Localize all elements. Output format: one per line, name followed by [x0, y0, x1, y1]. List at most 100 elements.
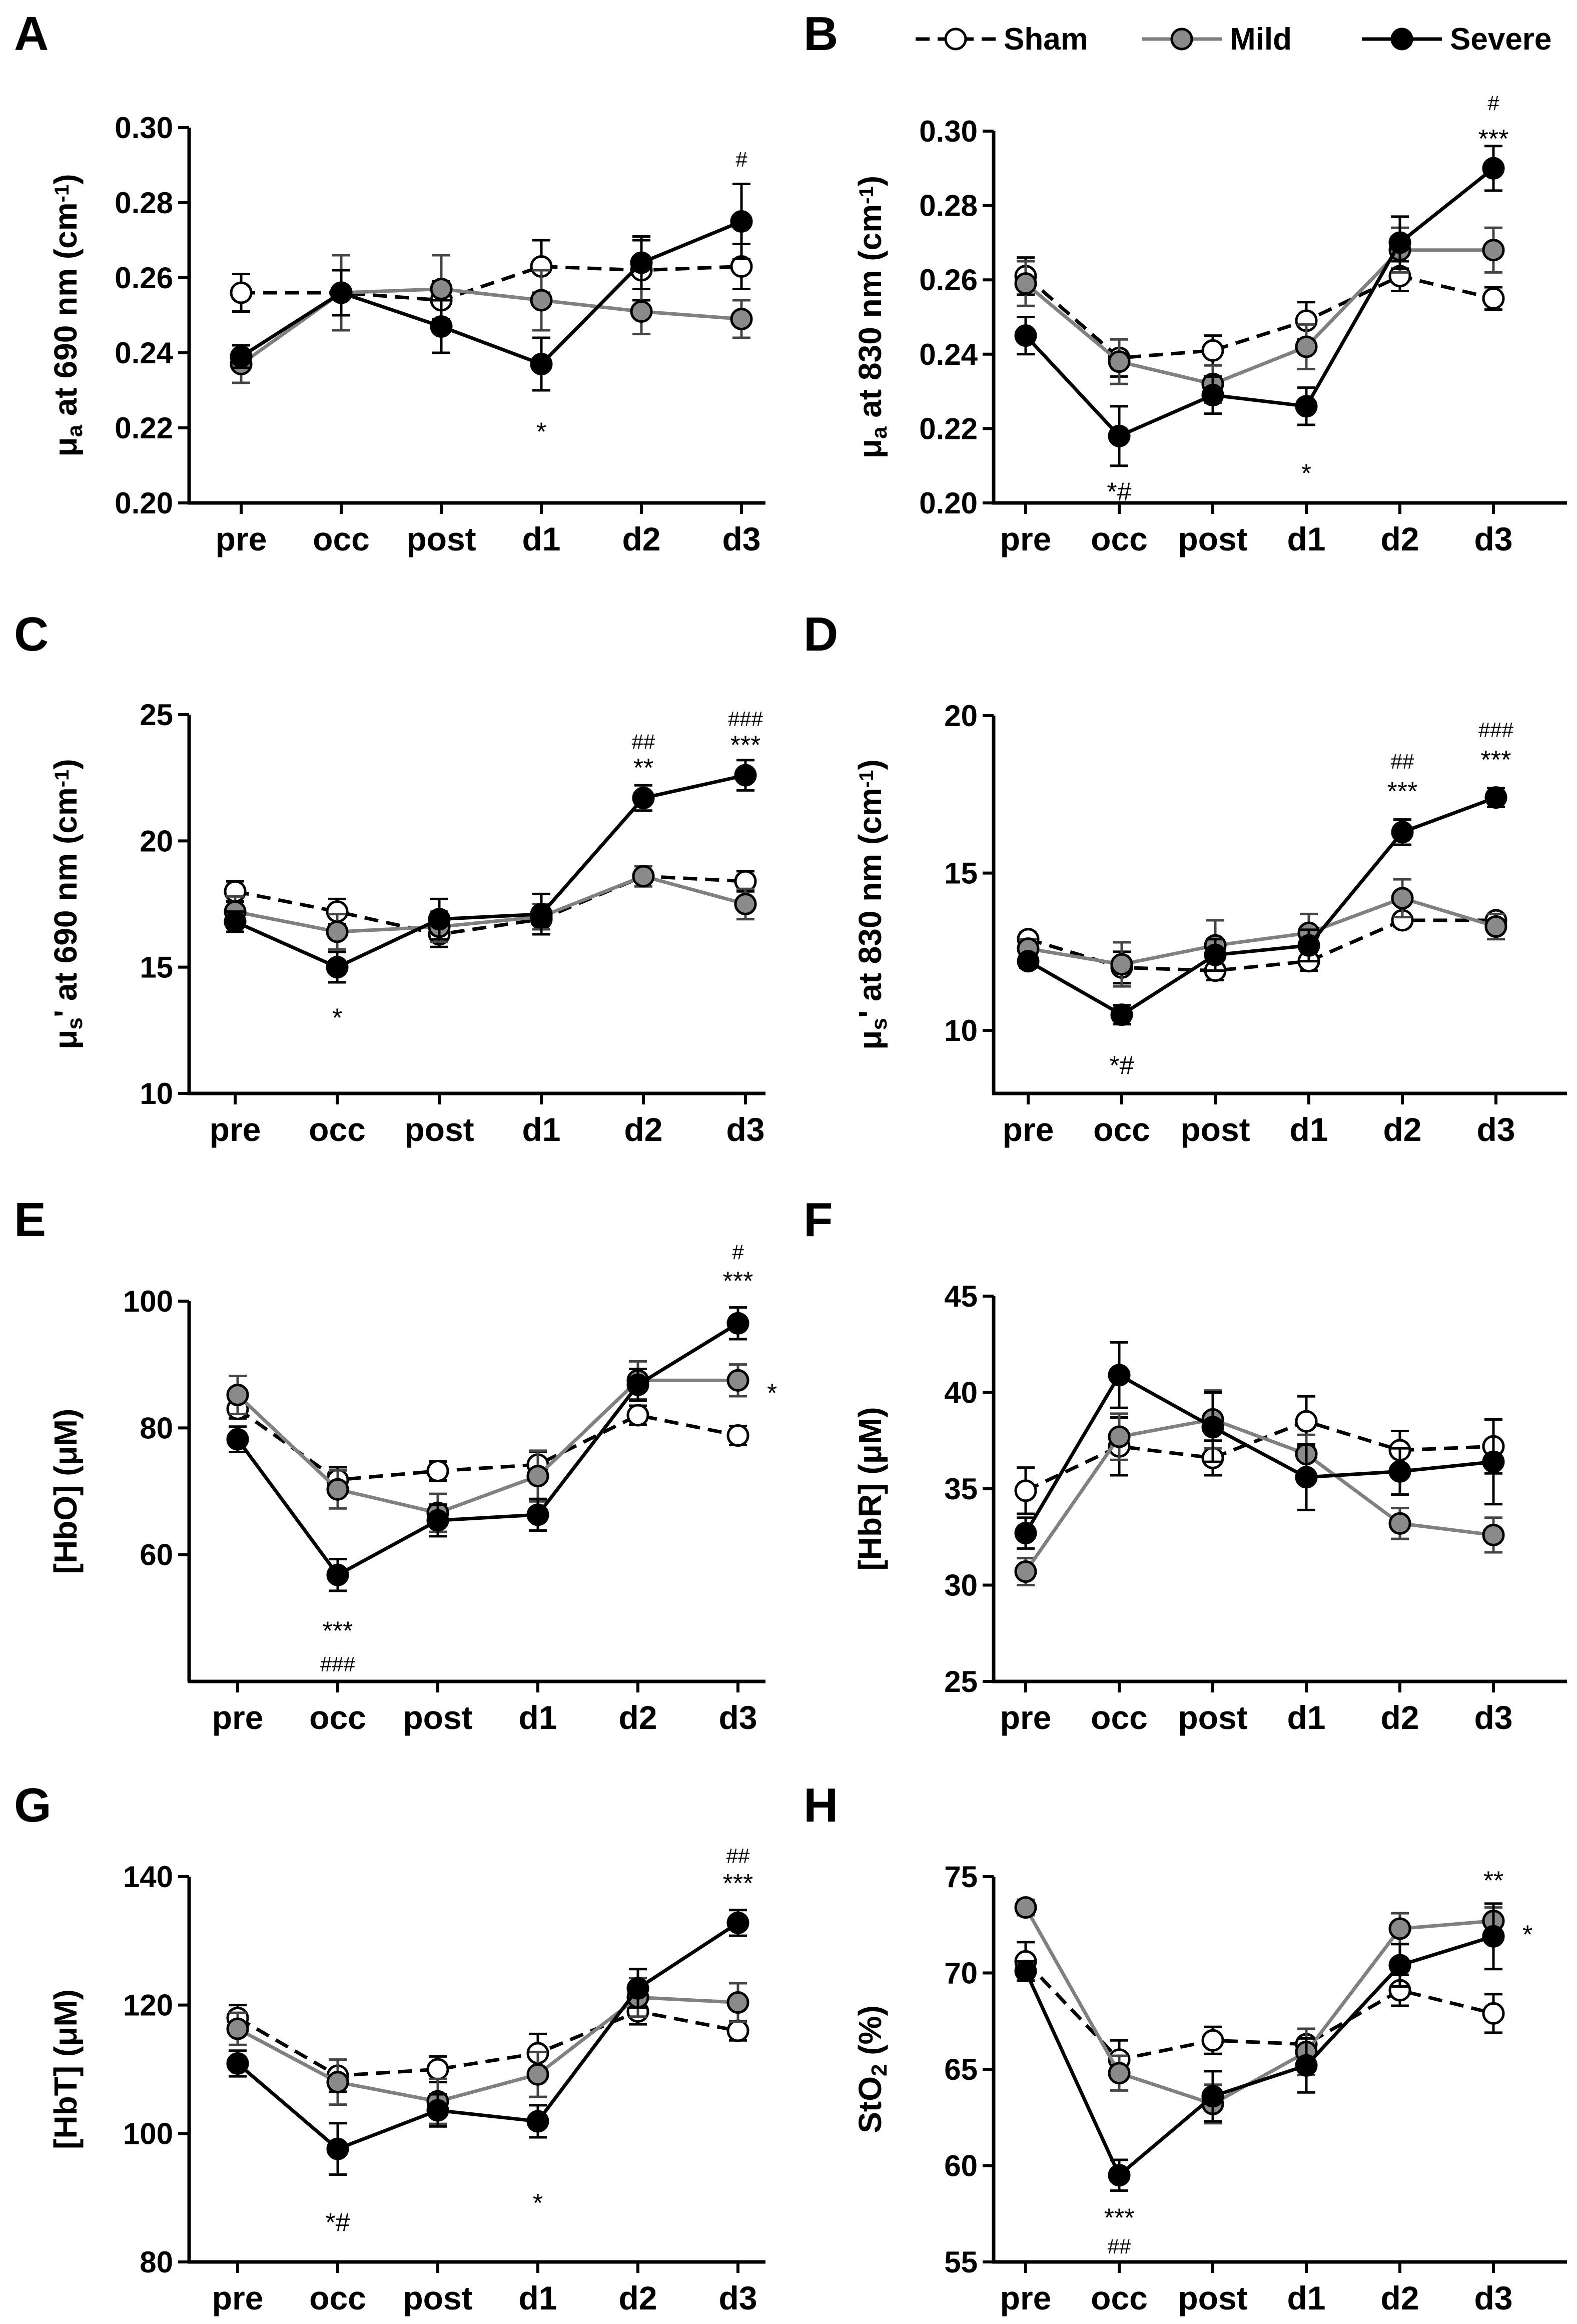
data-point-severe: [1201, 2085, 1224, 2108]
data-point-severe: [226, 1428, 249, 1451]
data-point-severe: [632, 787, 655, 810]
series-line-sham: [236, 1407, 738, 1482]
significance-label-e: ###: [320, 1652, 356, 1676]
data-point-mild: [1014, 1560, 1037, 1583]
y-axis-title-part: a: [867, 426, 892, 439]
data-point-severe: [530, 903, 553, 926]
y-tick-label-b: 0.28: [919, 189, 978, 223]
series-sham-a: [230, 239, 753, 320]
significance-label-h: **: [1483, 1867, 1503, 1896]
x-tick-label-c: d1: [522, 1111, 560, 1148]
data-point-severe: [430, 315, 453, 338]
panel-a: A 0.20 0.22 0.24 0.26 0.28 0.30 pre occ post d1 d2 d…: [14, 7, 765, 557]
panel-letter-a: A: [14, 7, 49, 61]
significance-label-b: *#: [1107, 478, 1131, 507]
data-point-severe: [630, 251, 653, 274]
data-point-sham: [626, 1404, 649, 1427]
data-point-severe: [326, 956, 349, 979]
data-point-severe: [730, 210, 753, 233]
y-axis-title-part: s: [867, 1018, 892, 1030]
data-point-severe: [226, 2052, 249, 2075]
data-point-mild: [530, 289, 553, 312]
significance-label-c: ***: [730, 731, 761, 760]
data-point-mild: [1295, 335, 1318, 358]
panel-letter-g: G: [14, 1779, 52, 1832]
data-point-sham: [230, 281, 253, 304]
legend-item-sham: Sham: [916, 22, 1088, 57]
panel-letter-b: B: [804, 7, 838, 61]
series-line-mild: [235, 874, 746, 934]
y-tick-label-h: 70: [944, 1957, 978, 1990]
significance-label-a: #: [735, 148, 747, 171]
series-mild-d: [1017, 878, 1507, 988]
significance-label-d: *#: [1109, 1051, 1134, 1080]
series-line-severe: [236, 1322, 739, 1577]
x-tick-label-f: d2: [1380, 1699, 1419, 1736]
data-point-sham: [726, 2019, 749, 2042]
x-tick-label-h: post: [1178, 2279, 1247, 2316]
data-point-severe: [1014, 1960, 1037, 1983]
data-point-severe: [1204, 943, 1227, 966]
data-point-mild: [734, 893, 757, 915]
y-axis-title-a: μa at 690 nm (cm-1): [48, 174, 87, 456]
legend-marker-severe: [1390, 28, 1413, 51]
data-point-mild: [526, 2063, 549, 2086]
data-point-severe: [1108, 424, 1131, 447]
x-tick-label-d: d1: [1289, 1111, 1328, 1148]
y-axis-title-part: ): [48, 1409, 84, 1419]
data-point-severe: [224, 910, 247, 933]
x-tick-label-g: d2: [618, 2279, 657, 2316]
data-point-mild: [1108, 1425, 1131, 1448]
series-severe-e: [226, 1306, 749, 1592]
series-mild-c: [224, 865, 757, 951]
series-mild-h: [1014, 1896, 1505, 2125]
x-tick-label-e: post: [403, 1699, 472, 1736]
significance-label-c: ##: [632, 730, 655, 753]
x-tick-label-e: pre: [212, 1699, 264, 1736]
data-point-severe: [326, 2137, 349, 2160]
y-tick-label-a: 0.26: [115, 261, 173, 295]
series-line-sham: [1025, 1419, 1494, 1493]
data-point-mild: [1014, 1896, 1037, 1919]
y-tick-label-h: 75: [944, 1860, 978, 1894]
x-tick-label-e: d2: [618, 1699, 657, 1736]
x-tick-label-f: post: [1178, 1699, 1247, 1736]
y-tick-label-d: 10: [944, 1014, 978, 1047]
x-tick-label-a: post: [406, 520, 476, 557]
data-point-mild: [226, 2017, 249, 2040]
y-axis-title-part: μ: [48, 437, 84, 456]
legend: Sham Mild Severe: [916, 22, 1551, 57]
x-tick-label-d: d3: [1476, 1111, 1515, 1148]
y-axis-title-part: ): [48, 759, 84, 769]
panel-c: C 10 15 20 25 pre occ post d1 d2 d3 μs' at 690 nm (…: [14, 608, 765, 1148]
data-point-mild: [326, 920, 349, 943]
data-point-severe: [426, 1509, 449, 1532]
y-axis-title-part: ): [48, 174, 84, 184]
series-sham-h: [1014, 1941, 1505, 2080]
series-line-sham: [1027, 918, 1496, 973]
series-line-mild: [1024, 1906, 1494, 2106]
data-point-severe: [734, 764, 757, 787]
series-severe-a: [230, 183, 753, 392]
x-tick-label-b: d1: [1287, 520, 1325, 557]
legend-label-sham: Sham: [1004, 22, 1088, 57]
data-point-mild: [1482, 239, 1505, 262]
x-tick-label-b: pre: [1000, 520, 1052, 557]
legend-marker-sham: [944, 28, 967, 51]
y-tick-label-f: 25: [944, 1665, 978, 1698]
x-tick-label-c: d2: [624, 1111, 662, 1148]
data-point-severe: [1017, 950, 1040, 973]
y-tick-label-g: 80: [140, 2245, 173, 2279]
x-tick-label-f: d1: [1287, 1699, 1325, 1736]
y-axis-title-part: (%): [852, 2005, 888, 2064]
y-axis-title-part: [HbR] (: [852, 1464, 888, 1571]
legend-marker-mild: [1170, 28, 1193, 51]
y-tick-label-e: 60: [140, 1538, 173, 1572]
y-tick-label-b: 0.20: [919, 486, 978, 520]
y-tick-label-b: 0.30: [919, 115, 978, 148]
series-line-mild: [236, 1378, 738, 1515]
data-point-mild: [1388, 1512, 1411, 1535]
y-axis-title-part: [HbT] (: [48, 2046, 84, 2149]
data-point-severe: [1388, 231, 1411, 254]
